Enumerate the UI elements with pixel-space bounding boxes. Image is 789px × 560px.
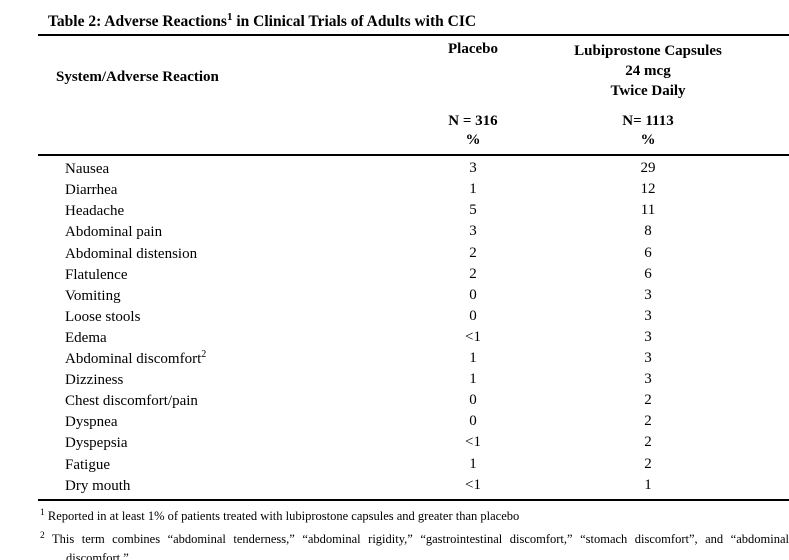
table-title: Table 2: Adverse Reactions1 in Clinical … [38, 0, 789, 37]
lubiprostone-value: 1 [644, 476, 652, 493]
table-row: Diarrhea 1 12 [38, 179, 789, 200]
header-lubiprostone-n: N= 1113 % [548, 110, 748, 154]
placebo-value: 1 [469, 350, 477, 367]
reaction-label-superscript: 2 [201, 349, 207, 361]
placebo-value: 0 [469, 413, 477, 430]
placebo-value: 2 [469, 244, 477, 261]
reaction-label: Edema [65, 329, 107, 346]
reaction-label: Abdominal distension [65, 245, 198, 262]
header-n-spacer [38, 110, 398, 154]
header-lubiprostone-line2: 24 mcg [625, 63, 671, 80]
table-title-text: Table 2: Adverse Reactions [48, 13, 227, 31]
lubiprostone-value: 29 [640, 160, 656, 177]
footnote-2: 2 This term combines “abdominal tenderne… [40, 527, 789, 560]
reaction-label: Dyspnea [65, 414, 118, 431]
placebo-value: 1 [469, 455, 477, 472]
lubiprostone-n-value: N= 1113 [622, 113, 674, 130]
lubiprostone-value: 3 [644, 371, 652, 388]
lubiprostone-value: 2 [644, 413, 652, 430]
placebo-n-value: N = 316 [448, 113, 498, 130]
lubiprostone-value: 2 [644, 392, 652, 409]
table-header: System/Adverse Reaction Placebo Lubipros… [38, 36, 789, 157]
lubiprostone-percent-sign: % [640, 132, 656, 149]
reaction-label: Fatigue [65, 456, 110, 473]
footnote-1-text: Reported in at least 1% of patients trea… [47, 508, 520, 523]
table-body: Nausea 3 29 Diarrhea 1 12 Headache 5 11 Abdomi… [38, 156, 789, 501]
placebo-value: 0 [469, 286, 477, 303]
table-row: Vomiting 0 3 [38, 285, 789, 306]
reaction-label: Loose stools [65, 308, 141, 325]
table-row: Dry mouth <1 1 [38, 475, 789, 496]
table-footnotes: 1 Reported in at least 1% of patients tr… [38, 501, 789, 560]
header-placebo: Placebo [448, 41, 498, 58]
table-header-top: System/Adverse Reaction Placebo Lubipros… [38, 36, 789, 110]
table-row: Dyspnea 0 2 [38, 411, 789, 432]
placebo-value: <1 [465, 434, 481, 451]
placebo-value: 3 [469, 160, 477, 177]
reaction-label: Dyspepsia [65, 435, 128, 452]
table-row: Dizziness 1 3 [38, 369, 789, 390]
placebo-value: <1 [465, 328, 481, 345]
lubiprostone-value: 3 [644, 350, 652, 367]
table-row: Abdominal pain 3 8 [38, 221, 789, 242]
reaction-label: Nausea [65, 161, 110, 178]
footnote-2-marker: 2 [40, 531, 45, 542]
table-row: Headache 5 11 [38, 200, 789, 221]
footnote-2-text: This term combines “abdominal tenderness… [52, 532, 789, 560]
placebo-value: 2 [469, 265, 477, 282]
placebo-value: 0 [469, 307, 477, 324]
table-header-n: N = 316 % N= 1113 % [38, 110, 789, 154]
lubiprostone-value: 11 [640, 202, 656, 219]
reaction-label: Headache [65, 203, 125, 220]
placebo-value: 5 [469, 202, 477, 219]
reaction-label: Chest discomfort/pain [65, 393, 198, 410]
reaction-label: Flatulence [65, 266, 128, 283]
reaction-label: Dry mouth [65, 477, 131, 494]
placebo-value: 1 [469, 371, 477, 388]
placebo-value: <1 [465, 476, 481, 493]
placebo-value: 1 [469, 181, 477, 198]
footnote-1: 1 Reported in at least 1% of patients tr… [40, 504, 789, 526]
table-row: Loose stools 0 3 [38, 306, 789, 327]
placebo-value: 0 [469, 392, 477, 409]
header-system-adverse-reaction: System/Adverse Reaction [56, 69, 219, 86]
header-placebo-n: N = 316 % [398, 110, 548, 154]
reaction-label: Diarrhea [65, 182, 118, 199]
header-lubiprostone-line3: Twice Daily [610, 83, 686, 100]
header-lubiprostone-line1: Lubiprostone Capsules [574, 43, 722, 60]
lubiprostone-value: 6 [644, 265, 652, 282]
reaction-label: Abdominal pain [65, 224, 163, 241]
lubiprostone-value: 2 [644, 434, 652, 451]
table-row: Abdominal discomfort2 1 3 [38, 348, 789, 369]
lubiprostone-value: 6 [644, 244, 652, 261]
table-row: Fatigue 1 2 [38, 453, 789, 474]
table-row: Abdominal distension 2 6 [38, 243, 789, 264]
lubiprostone-value: 2 [644, 455, 652, 472]
adverse-reactions-table: Table 2: Adverse Reactions1 in Clinical … [38, 0, 789, 560]
table-title-superscript: 1 [226, 11, 233, 23]
reaction-label: Abdominal discomfort [65, 351, 202, 368]
placebo-value: 3 [469, 223, 477, 240]
table-row: Nausea 3 29 [38, 158, 789, 179]
header-lubiprostone: Lubiprostone Capsules 24 mcg Twice Daily [548, 36, 748, 110]
table-row: Edema <1 3 [38, 327, 789, 348]
table-title-suffix: in Clinical Trials of Adults with CIC [232, 13, 477, 31]
lubiprostone-value: 8 [644, 223, 652, 240]
table-row: Chest discomfort/pain 0 2 [38, 390, 789, 411]
reaction-label: Dizziness [65, 372, 124, 389]
footnote-1-marker: 1 [40, 507, 45, 518]
table-row: Flatulence 2 6 [38, 264, 789, 285]
lubiprostone-value: 3 [644, 328, 652, 345]
lubiprostone-value: 3 [644, 307, 652, 324]
lubiprostone-value: 3 [644, 286, 652, 303]
reaction-label: Vomiting [65, 287, 121, 304]
table-row: Dyspepsia <1 2 [38, 432, 789, 453]
lubiprostone-value: 12 [640, 181, 656, 198]
placebo-percent-sign: % [465, 132, 481, 149]
